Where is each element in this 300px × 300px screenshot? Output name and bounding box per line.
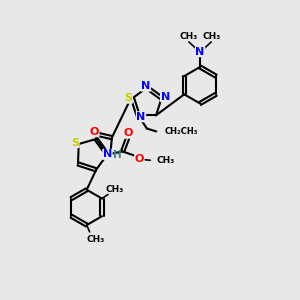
Text: O: O [124,128,133,138]
Text: N: N [136,112,146,122]
Text: CH₃: CH₃ [86,235,105,244]
Text: H: H [112,150,121,160]
Text: CH₃: CH₃ [157,156,175,165]
Text: S: S [71,137,79,148]
Text: N: N [103,149,112,159]
Text: N: N [141,81,151,91]
Text: S: S [124,93,132,103]
Text: CH₃: CH₃ [203,32,221,41]
Text: N: N [160,92,170,102]
Text: CH₃: CH₃ [179,32,197,41]
Text: O: O [135,154,144,164]
Text: O: O [89,127,99,137]
Text: CH₂CH₃: CH₂CH₃ [165,127,198,136]
Text: N: N [195,47,205,57]
Text: CH₃: CH₃ [106,185,124,194]
